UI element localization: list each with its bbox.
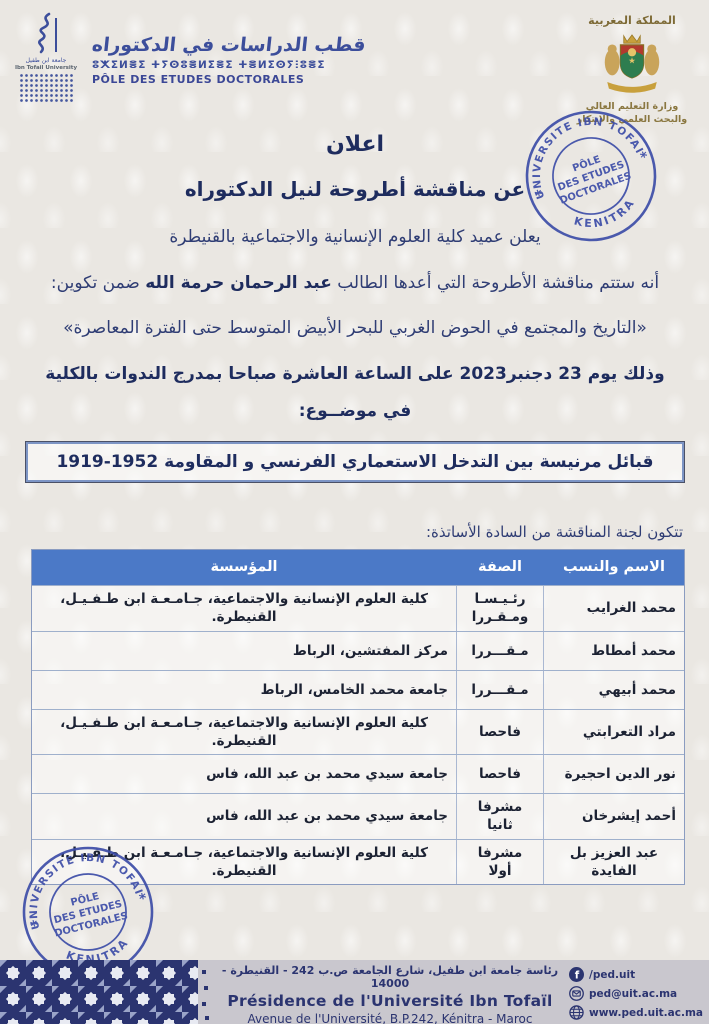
email-icon [569,986,584,1001]
member-institution: جامعة سيدي محمد بن عبد الله، فاس [206,808,448,825]
globe-icon [569,1005,584,1020]
member-role: رئـيـسـا ومـقـررا [456,586,544,631]
member-institution: جامعة سيدي محمد بن عبد الله، فاس [206,765,448,782]
student-line-prefix: أنه ستتم مناقشة الأطروحة التي أعدها الطا… [331,272,660,293]
member-role: مـقـــررا [456,631,544,670]
announcement-body: اعلان عن مناقشة أطروحة لنيل الدكتوراه يع… [25,132,685,885]
facebook-link[interactable]: f /ped.uit [569,967,703,982]
member-role: فاحصا [456,709,544,755]
logo-french-line: PÔLE DES ETUDES DOCTORALES [92,73,305,86]
announcement-subtitle: عن مناقشة أطروحة لنيل الدكتوراه [184,177,526,201]
member-role: فاحصا [456,755,544,794]
member-name: عبد العزيز بل الفايدة [569,844,659,879]
subject-label: في موضــوع: [298,400,412,421]
member-name: محمد أمطاط [591,642,676,659]
website-link[interactable]: www.ped.uit.ac.ma [569,1005,703,1020]
committee-table: الاسم والنسب الصفة المؤسسة محمد الغرايب … [31,549,685,885]
footer-address-arabic: رئاسة جامعة ابن طفيل، شارع الجامعة ص.ب 2… [221,964,559,990]
footer-address-french: Avenue de l'Université, B.P.242, Kénitra… [247,1012,533,1024]
email-link[interactable]: ped@uit.ac.ma [569,986,703,1001]
member-name: أحمد إيشرخان [581,808,676,825]
table-row: أحمد إيشرخان مشرفا ثانيا جامعة سيدي محمد… [32,793,684,839]
svg-text:f: f [575,970,580,982]
member-role: مشرفا ثانيا [456,794,544,839]
announcement-title: اعلان [325,132,385,157]
government-block: المملكة المغربية وزارة التعليم العالي وا… [567,14,697,127]
facebook-handle: /ped.uit [589,968,636,981]
table-row: محمد أمطاط مـقـــررا مركز المفتشين، الرب… [32,630,684,670]
mosaic-dots-icon [19,73,73,104]
member-institution: كلية العلوم الإنسانية والاجتماعية، جـامـ… [60,714,428,749]
header-institution: المؤسسة [32,550,456,586]
ministry-name: وزارة التعليم العالي والبحث العلمي والاب… [577,101,687,127]
footer-address-block: رئاسة جامعة ابن طفيل، شارع الجامعة ص.ب 2… [214,964,566,1024]
committee-table-header: الاسم والنسب الصفة المؤسسة [32,550,684,586]
thesis-title: قبائل مرنيسة بين التدخل الاستعماري الفرن… [56,452,654,473]
facebook-icon: f [569,967,585,982]
email-address: ped@uit.ac.ma [589,987,678,1000]
ministry-line2: والبحث العلمي والابتكار [576,113,688,125]
member-role: مـقـــررا [456,670,544,709]
member-name: محمد الغرايب [586,600,676,617]
logo-tiny-english: Ibn Tofail University [14,64,78,71]
member-institution: كلية العلوم الإنسانية والاجتماعية، جـامـ… [60,844,428,879]
date-line: وذلك يوم 23 دجنبر2023 على الساعة العاشرة… [45,363,665,384]
table-row: عبد العزيز بل الفايدة مشرفا أولا كلية ال… [32,838,684,884]
member-name: محمد أبيهي [598,681,676,698]
member-name: مراد التعرابتي [582,723,676,740]
stamp-left-star: * [29,918,41,935]
member-institution: مركز المفتشين، الرباط [292,642,448,659]
logo-arabic-title: قطب الدراسات في الدكتوراه [90,34,367,56]
thesis-title-box: قبائل مرنيسة بين التدخل الاستعماري الفرن… [25,441,685,484]
committee-table-body: محمد الغرايب رئـيـسـا ومـقـررا كلية العل… [32,585,684,884]
table-row: نور الدين احجيرة فاحصا جامعة سيدي محمد ب… [32,754,684,794]
table-row: مراد التعرابتي فاحصا كلية العلوم الإنسان… [32,708,684,755]
website-url: www.ped.uit.ac.ma [589,1006,703,1019]
dean-line: يعلن عميد كلية العلوم الإنسانية والاجتما… [169,227,541,247]
logo-tiny-arabic: جامعة ابن طفيل [25,57,67,64]
member-institution: جامعة محمد الخامس، الرباط [260,681,448,698]
logo-mark: جامعة ابن طفيل Ibn Tofail University [10,12,82,104]
calligraphy-mark-icon [38,12,57,54]
member-institution: كلية العلوم الإنسانية والاجتماعية، جـامـ… [60,591,428,626]
morocco-coat-of-arms [604,34,660,93]
formation-line: «التاريخ والمجتمع في الحوض الغربي للبحر … [63,318,647,339]
student-line-suffix: ضمن تكوين: [50,272,146,293]
member-name: نور الدين احجيرة [564,765,676,782]
header-name: الاسم والنسب [544,550,684,586]
student-name: عبد الرحمان حرمة الله [145,272,332,293]
student-line: أنه ستتم مناقشة الأطروحة التي أعدها الطا… [25,271,685,296]
member-role: مشرفا أولا [456,839,544,884]
kingdom-title: المملكة المغربية [588,14,676,27]
pole-doctoral-logo: جامعة ابن طفيل Ibn Tofail University قطب… [10,12,367,104]
ministry-line1: وزارة التعليم العالي [585,101,679,112]
logo-tifinagh-line: ⵓⵅⵉⵍⴻⵉ ⵜⵢⵙⵓⴻⵍⵉⴻⵉ ⵜⴻⵍⵉⵙⵢⵗⵓⴻⵉ [92,59,326,71]
committee-intro: تتكون لجنة المناقشة من السادة الأساتذة: [425,523,683,542]
footer: رئاسة جامعة ابن طفيل، شارع الجامعة ص.ب 2… [0,960,709,1024]
footer-social-links: f /ped.uit ped@uit.ac.ma www.ped.uit. [569,967,703,1020]
table-row: محمد الغرايب رئـيـسـا ومـقـررا كلية العل… [32,585,684,631]
footer-presidency: Présidence de l'Université Ibn Tofaïl [227,992,553,1010]
table-row: محمد أبيهي مـقـــررا جامعة محمد الخامس، … [32,669,684,709]
mosaic-pattern-icon [0,960,209,1024]
header-role: الصفة [456,550,544,586]
stamp-right-star: * [138,890,150,907]
